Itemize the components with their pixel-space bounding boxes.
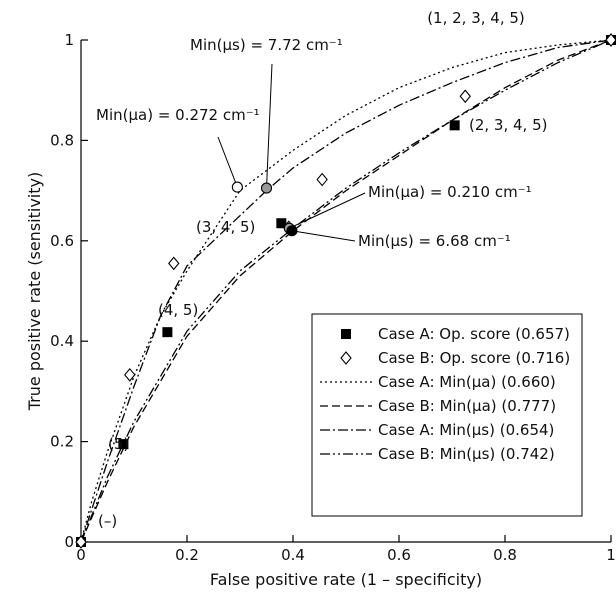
- marked-point: [260, 182, 273, 194]
- series-line: [81, 39, 612, 543]
- y-tick-label: 0.4: [50, 332, 74, 350]
- op-score-point-b: [605, 33, 616, 47]
- marked-point: [231, 181, 243, 193]
- leader-line: [291, 230, 356, 242]
- op-score-point-a: [118, 439, 129, 450]
- x-tick-label: 0: [76, 546, 86, 564]
- series-line: [81, 39, 612, 543]
- legend-label: Case A: Min(μs) (0.654): [378, 421, 554, 439]
- axes: [80, 40, 611, 543]
- op-score-point-a: [162, 327, 173, 338]
- annotation-label: Min(μa) = 0.210 cm⁻¹: [368, 183, 532, 201]
- annotation-leaders: [217, 63, 366, 242]
- op-score-point-a: [276, 218, 287, 229]
- legend-label: Case A: Op. score (0.657): [378, 325, 570, 343]
- x-axis-title: False positive rate (1 – specificity): [210, 570, 482, 589]
- annotation-label: Min(μs) = 7.72 cm⁻¹: [190, 36, 343, 54]
- annotation-label: (4, 5): [158, 301, 198, 319]
- x-tick-label: 0.2: [175, 546, 199, 564]
- op-score-point-b: [75, 535, 87, 549]
- annotation-label: Min(μs) = 6.68 cm⁻¹: [358, 232, 511, 250]
- marked-point: [286, 225, 298, 237]
- annotation-label: (–): [98, 512, 117, 530]
- legend: Case A: Op. score (0.657) Case B: Op. sco…: [311, 313, 583, 517]
- annotations: Min(μa) = 0.272 cm⁻¹ Min(μs) = 7.72 cm⁻¹…: [96, 9, 548, 530]
- roc-curves: [81, 39, 612, 543]
- marked-points: [231, 181, 298, 237]
- x-ticks: 0 0.2 0.4 0.6 0.8 1: [76, 535, 616, 564]
- op-score-point-a: [449, 120, 460, 131]
- legend-box: [311, 313, 583, 517]
- annotation-label: Min(μa) = 0.272 cm⁻¹: [96, 106, 260, 124]
- legend-label: Case B: Min(μa) (0.777): [378, 397, 556, 415]
- x-tick-label: 0.4: [281, 546, 305, 564]
- x-tick-label: 1: [606, 546, 616, 564]
- op-score-point-b: [316, 172, 328, 187]
- y-tick-label: 0.6: [50, 232, 74, 250]
- annotation-label: (5): [108, 435, 129, 453]
- x-tick-label: 0.6: [387, 546, 411, 564]
- y-tick-label: 0.8: [50, 131, 74, 149]
- legend-marker-diamond: [340, 351, 352, 365]
- leader-line: [289, 192, 366, 229]
- leader-line: [266, 63, 273, 189]
- legend-label: Case A: Min(μa) (0.660): [378, 373, 556, 391]
- y-axis-title: True positive rate (sensitivity): [25, 172, 44, 411]
- annotation-label: (1, 2, 3, 4, 5): [427, 9, 525, 27]
- x-tick-label: 0.8: [493, 546, 517, 564]
- legend-label: Case B: Min(μs) (0.742): [378, 445, 555, 463]
- annotation-label: (3, 4, 5): [196, 218, 255, 236]
- legend-marker-square: [341, 329, 351, 339]
- y-tick-label: 0.2: [50, 433, 74, 451]
- op-score-point-b: [168, 256, 180, 271]
- series-line: [81, 39, 612, 543]
- leader-line: [217, 136, 238, 188]
- y-tick-label: 0: [64, 533, 74, 551]
- y-ticks: 0 0.2 0.4 0.6 0.8 1: [50, 31, 88, 551]
- series-line: [81, 39, 612, 543]
- annotation-label: (2, 3, 4, 5): [469, 116, 548, 134]
- y-tick-label: 1: [64, 31, 74, 49]
- op-score-point-b: [459, 89, 471, 104]
- op-score-point-b: [124, 367, 136, 382]
- legend-label: Case B: Op. score (0.716): [378, 349, 570, 367]
